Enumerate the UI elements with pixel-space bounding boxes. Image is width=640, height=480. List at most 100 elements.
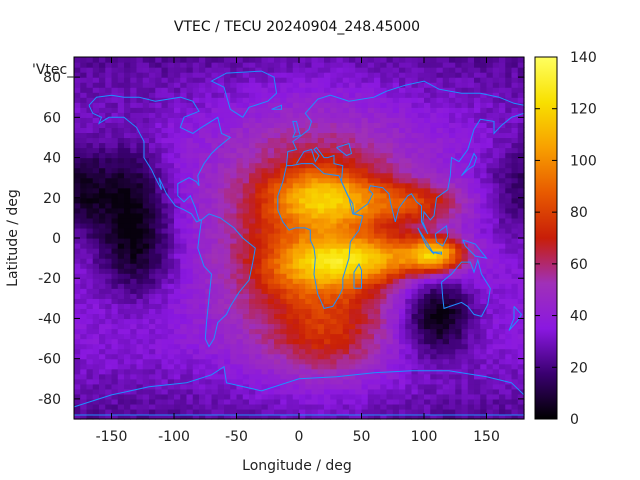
heatmap-cell bbox=[455, 328, 463, 335]
heatmap-cell bbox=[211, 383, 219, 390]
heatmap-cell bbox=[311, 408, 319, 415]
heatmap-cell bbox=[155, 258, 163, 264]
heatmap-cell bbox=[511, 303, 519, 309]
heatmap-cell bbox=[405, 217, 413, 224]
heatmap-cell bbox=[261, 268, 269, 274]
heatmap-cell bbox=[505, 182, 513, 189]
heatmap-cell bbox=[374, 243, 381, 249]
heatmap-cell bbox=[205, 408, 213, 415]
heatmap-cell bbox=[317, 112, 325, 118]
heatmap-cell bbox=[467, 92, 475, 98]
heatmap-cell bbox=[511, 172, 519, 179]
heatmap-cell bbox=[517, 403, 525, 410]
heatmap-cell bbox=[392, 293, 400, 299]
heatmap-cell bbox=[217, 107, 225, 113]
heatmap-cell bbox=[417, 293, 425, 299]
heatmap-cell bbox=[355, 177, 363, 184]
heatmap-cell bbox=[249, 197, 256, 204]
heatmap-cell bbox=[92, 403, 100, 410]
heatmap-cell bbox=[167, 122, 175, 128]
heatmap-cell bbox=[399, 328, 406, 335]
heatmap-cell bbox=[386, 333, 394, 340]
heatmap-cell bbox=[417, 318, 425, 325]
heatmap-cell bbox=[117, 333, 125, 340]
heatmap-cell bbox=[511, 87, 519, 93]
heatmap-cell bbox=[242, 197, 250, 204]
heatmap-cell bbox=[299, 298, 306, 304]
heatmap-cell bbox=[224, 338, 231, 345]
heatmap-cell bbox=[217, 243, 225, 249]
heatmap-cell bbox=[342, 383, 350, 390]
heatmap-cell bbox=[355, 117, 363, 123]
heatmap-cell bbox=[392, 258, 400, 264]
heatmap-cell bbox=[374, 258, 381, 264]
heatmap-cell bbox=[467, 117, 475, 123]
heatmap-cell bbox=[330, 348, 338, 355]
heatmap-cell bbox=[461, 333, 469, 340]
heatmap-cell bbox=[167, 112, 175, 118]
heatmap-cell bbox=[492, 293, 500, 299]
heatmap-cell bbox=[80, 132, 88, 139]
heatmap-cell bbox=[405, 147, 413, 154]
heatmap-cell bbox=[274, 313, 281, 320]
heatmap-cell bbox=[442, 413, 450, 420]
heatmap-cell bbox=[111, 348, 119, 355]
heatmap-cell bbox=[292, 207, 300, 214]
heatmap-cell bbox=[380, 157, 388, 164]
heatmap-cell bbox=[499, 177, 506, 184]
heatmap-cell bbox=[355, 147, 363, 154]
heatmap-cell bbox=[205, 373, 213, 380]
heatmap-cell bbox=[274, 127, 281, 134]
heatmap-cell bbox=[286, 398, 294, 405]
heatmap-cell bbox=[380, 318, 388, 325]
heatmap-cell bbox=[167, 318, 175, 325]
heatmap-cell bbox=[392, 72, 400, 78]
heatmap-cell bbox=[442, 97, 450, 103]
heatmap-cell bbox=[386, 107, 394, 113]
heatmap-cell bbox=[424, 328, 431, 335]
heatmap-cell bbox=[155, 328, 163, 335]
heatmap-cell bbox=[161, 403, 169, 410]
heatmap-cell bbox=[130, 132, 138, 139]
heatmap-cell bbox=[86, 107, 94, 113]
heatmap-cell bbox=[467, 217, 475, 224]
heatmap-cell bbox=[411, 303, 419, 309]
heatmap-cell bbox=[105, 398, 113, 405]
heatmap-cell bbox=[436, 293, 444, 299]
heatmap-cell bbox=[311, 303, 319, 309]
heatmap-cell bbox=[211, 112, 219, 118]
heatmap-cell bbox=[499, 167, 506, 174]
heatmap-cell bbox=[436, 318, 444, 325]
heatmap-cell bbox=[274, 212, 281, 219]
heatmap-cell bbox=[317, 142, 325, 149]
heatmap-cell bbox=[117, 243, 125, 249]
heatmap-cell bbox=[355, 353, 363, 360]
heatmap-cell bbox=[117, 112, 125, 118]
heatmap-cell bbox=[517, 378, 525, 385]
heatmap-cell bbox=[411, 82, 419, 88]
heatmap-cell bbox=[442, 363, 450, 370]
heatmap-cell bbox=[230, 403, 238, 410]
heatmap-cell bbox=[80, 318, 88, 325]
heatmap-cell bbox=[111, 232, 119, 239]
heatmap-cell bbox=[292, 323, 300, 330]
heatmap-cell bbox=[249, 187, 256, 194]
heatmap-cell bbox=[136, 122, 144, 128]
heatmap-cell bbox=[180, 182, 188, 189]
heatmap-cell bbox=[505, 393, 513, 400]
heatmap-cell bbox=[174, 112, 181, 118]
heatmap-cell bbox=[286, 82, 294, 88]
heatmap-cell bbox=[224, 112, 231, 118]
heatmap-cell bbox=[499, 253, 506, 259]
heatmap-cell bbox=[486, 187, 494, 194]
heatmap-cell bbox=[261, 283, 269, 289]
heatmap-cell bbox=[117, 142, 125, 149]
heatmap-cell bbox=[380, 373, 388, 380]
heatmap-cell bbox=[355, 87, 363, 93]
heatmap-cell bbox=[411, 142, 419, 149]
heatmap-cell bbox=[274, 288, 281, 294]
heatmap-cell bbox=[367, 122, 375, 128]
heatmap-cell bbox=[242, 363, 250, 370]
heatmap-cell bbox=[324, 348, 331, 355]
heatmap-cell bbox=[492, 268, 500, 274]
